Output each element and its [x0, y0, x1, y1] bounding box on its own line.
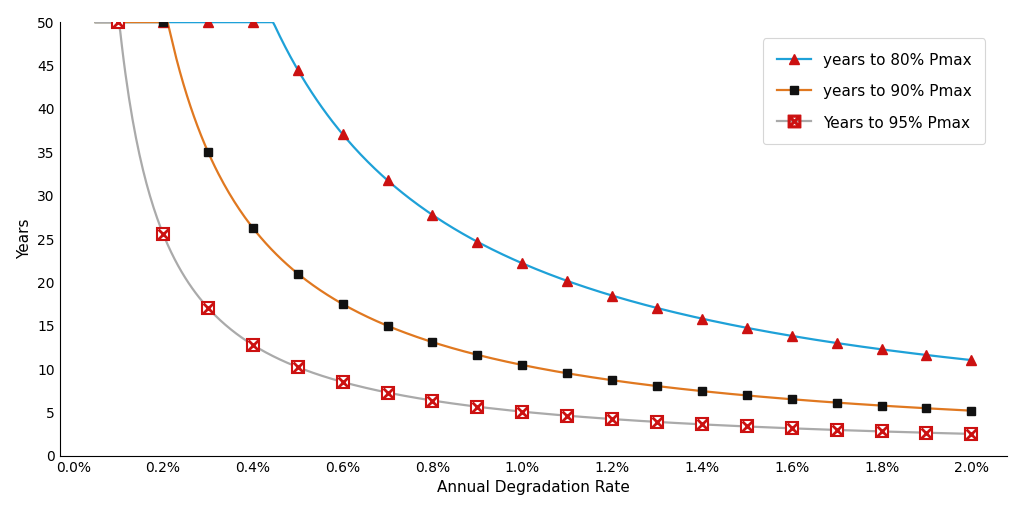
years to 80% Pmax	[785, 333, 798, 339]
years to 80% Pmax	[337, 131, 349, 137]
Years to 95% Pmax	[157, 230, 169, 237]
years to 80% Pmax	[651, 305, 664, 311]
years to 90% Pmax	[381, 323, 393, 329]
years to 80% Pmax	[830, 340, 843, 346]
Years to 95% Pmax	[695, 421, 708, 428]
years to 80% Pmax	[292, 67, 304, 73]
years to 80% Pmax	[202, 19, 214, 25]
Line: Years to 95% Pmax: Years to 95% Pmax	[114, 17, 976, 439]
years to 80% Pmax	[426, 212, 438, 218]
years to 90% Pmax	[337, 301, 349, 307]
years to 90% Pmax	[516, 362, 528, 368]
years to 80% Pmax	[966, 357, 978, 363]
Years to 95% Pmax	[830, 427, 843, 433]
Years to 95% Pmax	[202, 305, 214, 311]
years to 80% Pmax	[471, 239, 483, 245]
years to 90% Pmax	[785, 396, 798, 402]
Years to 95% Pmax	[921, 430, 933, 436]
years to 80% Pmax	[381, 177, 393, 183]
Years to 95% Pmax	[876, 429, 888, 435]
Y-axis label: Years: Years	[16, 219, 32, 259]
years to 80% Pmax	[247, 19, 259, 25]
Years to 95% Pmax	[561, 413, 573, 419]
years to 90% Pmax	[830, 399, 843, 406]
years to 90% Pmax	[202, 148, 214, 155]
Years to 95% Pmax	[606, 416, 618, 422]
Years to 95% Pmax	[471, 403, 483, 410]
years to 80% Pmax	[516, 260, 528, 266]
years to 80% Pmax	[876, 346, 888, 352]
Years to 95% Pmax	[426, 397, 438, 403]
years to 90% Pmax	[921, 405, 933, 411]
years to 80% Pmax	[695, 315, 708, 322]
Years to 95% Pmax	[112, 19, 124, 25]
years to 80% Pmax	[112, 19, 124, 25]
years to 90% Pmax	[876, 402, 888, 409]
years to 90% Pmax	[471, 352, 483, 358]
Years to 95% Pmax	[785, 425, 798, 432]
years to 90% Pmax	[695, 388, 708, 394]
years to 80% Pmax	[157, 19, 169, 25]
Years to 95% Pmax	[516, 409, 528, 415]
Years to 95% Pmax	[337, 379, 349, 385]
Years to 95% Pmax	[292, 364, 304, 370]
Years to 95% Pmax	[651, 419, 664, 425]
years to 80% Pmax	[561, 278, 573, 284]
years to 90% Pmax	[112, 19, 124, 25]
X-axis label: Annual Degradation Rate: Annual Degradation Rate	[437, 480, 630, 495]
years to 90% Pmax	[247, 225, 259, 231]
years to 90% Pmax	[561, 370, 573, 376]
years to 90% Pmax	[966, 408, 978, 414]
years to 80% Pmax	[921, 352, 933, 358]
Years to 95% Pmax	[381, 390, 393, 396]
years to 90% Pmax	[606, 377, 618, 383]
Line: years to 90% Pmax: years to 90% Pmax	[114, 18, 976, 415]
years to 90% Pmax	[157, 19, 169, 25]
years to 90% Pmax	[292, 270, 304, 276]
Years to 95% Pmax	[247, 342, 259, 348]
years to 90% Pmax	[651, 383, 664, 389]
Years to 95% Pmax	[740, 423, 753, 430]
years to 90% Pmax	[740, 392, 753, 398]
years to 80% Pmax	[740, 325, 753, 331]
Years to 95% Pmax	[966, 431, 978, 437]
Line: years to 80% Pmax: years to 80% Pmax	[114, 17, 976, 365]
Legend: years to 80% Pmax, years to 90% Pmax, Years to 95% Pmax: years to 80% Pmax, years to 90% Pmax, Ye…	[764, 38, 985, 144]
years to 80% Pmax	[606, 292, 618, 298]
years to 90% Pmax	[426, 339, 438, 345]
